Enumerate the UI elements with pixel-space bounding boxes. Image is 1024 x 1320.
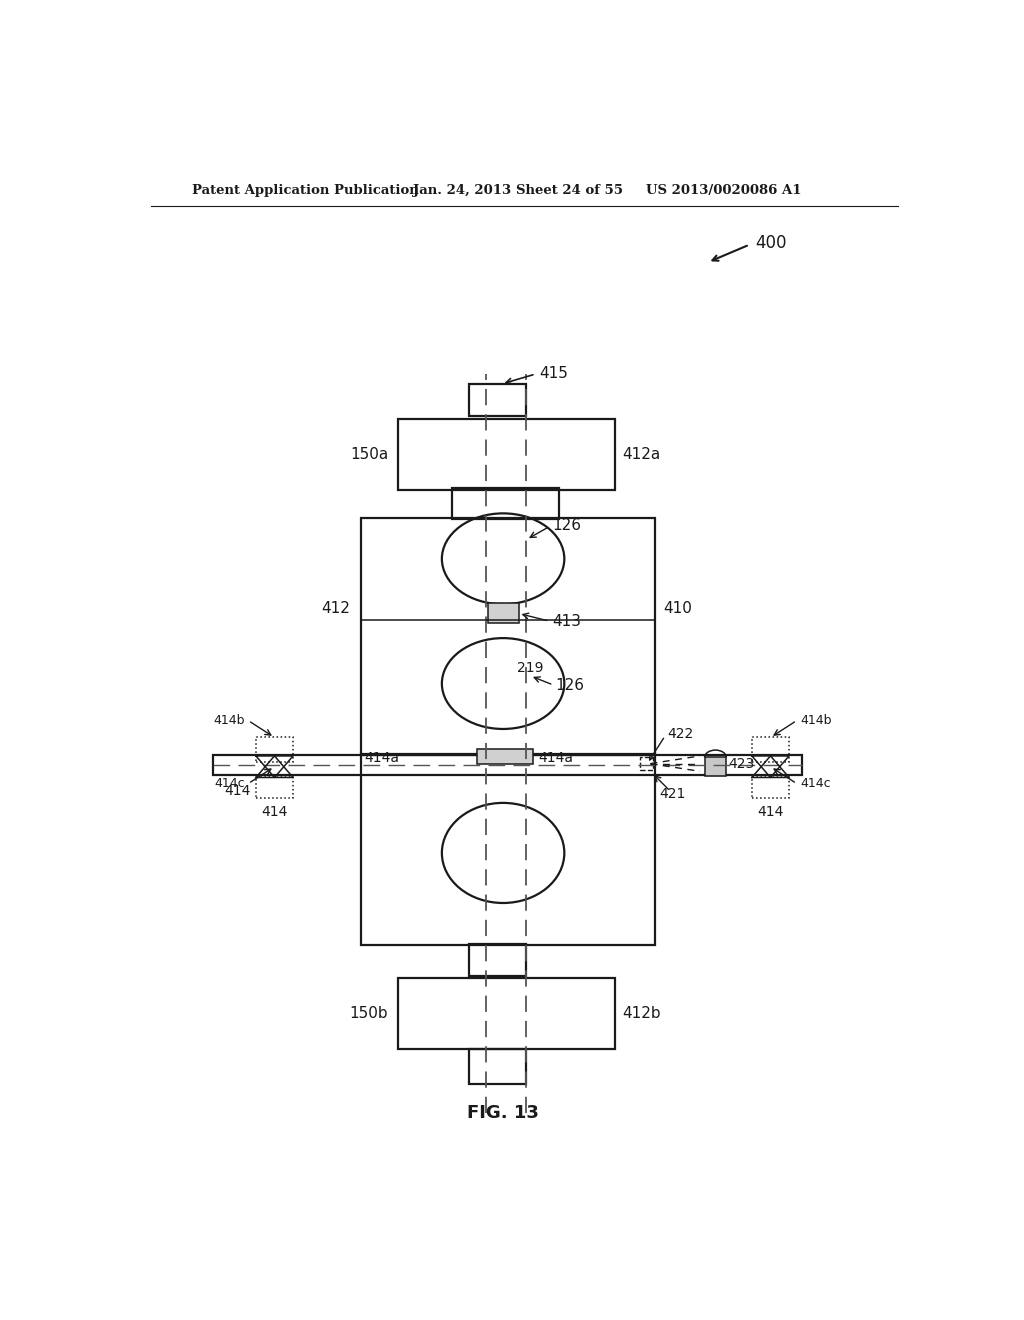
Bar bbox=[397, 978, 614, 1049]
Bar bbox=[752, 738, 790, 762]
Text: 414: 414 bbox=[224, 784, 251, 797]
Text: 126: 126 bbox=[552, 519, 581, 533]
Text: 219: 219 bbox=[517, 661, 544, 675]
Bar bbox=[640, 758, 653, 770]
Bar bbox=[360, 755, 655, 945]
Text: 414c: 414c bbox=[214, 777, 245, 791]
Text: 423: 423 bbox=[728, 756, 754, 771]
Text: 422: 422 bbox=[668, 727, 693, 742]
Bar bbox=[256, 776, 293, 799]
Text: 414b: 414b bbox=[800, 714, 831, 727]
Text: 415: 415 bbox=[539, 367, 567, 381]
Text: 410: 410 bbox=[663, 601, 691, 615]
Bar bbox=[469, 944, 526, 977]
Text: Patent Application Publication: Patent Application Publication bbox=[191, 185, 418, 197]
Bar bbox=[397, 418, 614, 490]
Bar bbox=[360, 517, 655, 755]
Text: 414a: 414a bbox=[365, 751, 399, 766]
Bar bbox=[452, 488, 559, 519]
Bar bbox=[213, 755, 802, 775]
Bar bbox=[469, 384, 526, 416]
Text: 126: 126 bbox=[556, 677, 585, 693]
Text: 150b: 150b bbox=[350, 1006, 388, 1022]
Text: 413: 413 bbox=[552, 614, 581, 628]
Bar bbox=[256, 738, 293, 762]
Text: FIG. 13: FIG. 13 bbox=[467, 1105, 539, 1122]
Text: 412a: 412a bbox=[623, 446, 660, 462]
Text: US 2013/0020086 A1: US 2013/0020086 A1 bbox=[646, 185, 801, 197]
Text: 414: 414 bbox=[758, 805, 783, 820]
Text: Jan. 24, 2013: Jan. 24, 2013 bbox=[414, 185, 511, 197]
Text: 150a: 150a bbox=[350, 446, 388, 462]
Text: 414c: 414c bbox=[800, 777, 830, 791]
Text: 421: 421 bbox=[659, 788, 686, 801]
Bar bbox=[469, 1048, 526, 1084]
Bar bbox=[705, 758, 726, 776]
Text: 400: 400 bbox=[756, 234, 787, 252]
Bar bbox=[752, 776, 790, 799]
Bar bbox=[487, 603, 518, 623]
Text: Sheet 24 of 55: Sheet 24 of 55 bbox=[515, 185, 623, 197]
Bar bbox=[477, 748, 532, 764]
Text: 414b: 414b bbox=[214, 714, 245, 727]
Text: 412: 412 bbox=[321, 601, 349, 615]
Text: 414: 414 bbox=[261, 805, 288, 820]
Text: 412b: 412b bbox=[623, 1006, 662, 1022]
Text: 414a: 414a bbox=[539, 751, 573, 766]
